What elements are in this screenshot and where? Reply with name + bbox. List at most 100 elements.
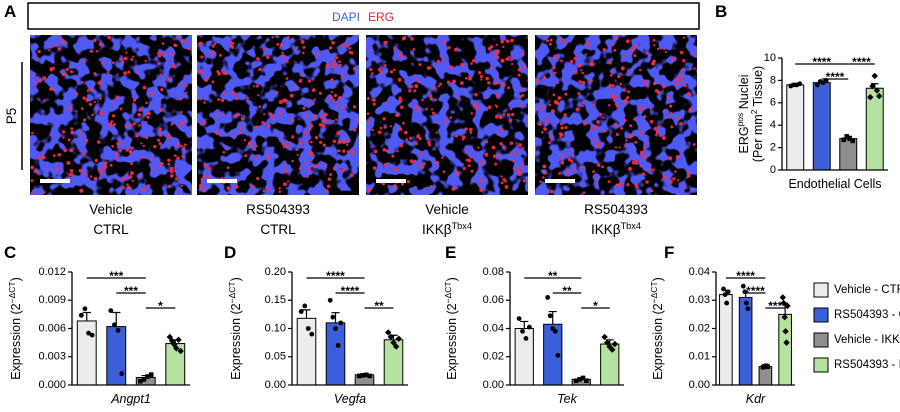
erg-nucleus [121, 177, 126, 182]
y-tick-label: 0.05 [265, 351, 286, 363]
erg-nucleus [401, 182, 404, 186]
erg-nucleus [97, 140, 101, 144]
erg-nucleus [323, 119, 328, 123]
erg-nucleus [615, 183, 619, 187]
erg-nucleus [208, 166, 212, 170]
erg-nucleus [611, 84, 615, 88]
erg-nucleus [670, 125, 674, 129]
erg-nucleus [34, 82, 38, 86]
erg-nucleus [563, 113, 567, 117]
erg-nucleus [244, 154, 248, 158]
erg-nucleus [86, 89, 90, 93]
erg-nucleus [70, 172, 74, 177]
erg-nucleus [643, 154, 647, 158]
erg-nucleus [233, 114, 238, 118]
data-point [740, 283, 746, 289]
erg-nucleus [389, 125, 393, 128]
erg-nucleus [286, 180, 290, 183]
erg-nucleus [313, 165, 317, 169]
erg-nucleus [184, 91, 188, 94]
erg-nucleus [408, 89, 412, 93]
data-point [869, 82, 876, 90]
erg-nucleus [553, 71, 557, 75]
y-tick-label: 0.00 [483, 379, 504, 391]
erg-nucleus [522, 162, 525, 165]
legend-label: Vehicle - CTRL [834, 284, 900, 296]
erg-nucleus [231, 91, 236, 96]
erg-nucleus [97, 81, 102, 85]
erg-nucleus [574, 168, 577, 171]
erg-nucleus [332, 139, 337, 144]
erg-nucleus [309, 159, 312, 162]
erg-nucleus [474, 92, 478, 97]
erg-nucleus [535, 78, 540, 82]
erg-nucleus [639, 150, 644, 155]
data-point [847, 136, 853, 141]
erg-nucleus [640, 130, 644, 135]
erg-nucleus [203, 101, 206, 104]
erg-nucleus [62, 148, 66, 152]
erg-nucleus [692, 52, 696, 55]
erg-nucleus [340, 73, 345, 77]
erg-nucleus [505, 39, 510, 43]
erg-nucleus [569, 59, 574, 64]
erg-nucleus [442, 170, 446, 173]
erg-nucleus [626, 183, 630, 187]
data-point [360, 373, 366, 378]
erg-nucleus [298, 167, 302, 171]
erg-nucleus [580, 69, 583, 72]
erg-nucleus [655, 130, 660, 135]
erg-nucleus [321, 123, 326, 128]
x-axis-label: Kdr [746, 392, 766, 406]
erg-nucleus [82, 96, 87, 100]
erg-nucleus [307, 131, 310, 134]
significance-label: **** [826, 70, 845, 84]
erg-nucleus [692, 142, 696, 147]
erg-nucleus [495, 43, 498, 47]
erg-nucleus [502, 177, 506, 182]
erg-nucleus [615, 104, 619, 108]
erg-nucleus [138, 108, 143, 112]
erg-nucleus [158, 141, 162, 146]
erg-nucleus [338, 96, 342, 100]
erg-nucleus [517, 143, 522, 148]
erg-nucleus [111, 144, 115, 148]
erg-nucleus [639, 164, 643, 168]
erg-nucleus [246, 96, 249, 100]
erg-nucleus [595, 177, 599, 181]
erg-nucleus [316, 52, 321, 56]
erg-nucleus [93, 176, 98, 181]
erg-nucleus [451, 187, 456, 191]
erg-nucleus [222, 150, 226, 154]
erg-nucleus [558, 172, 561, 175]
dapi-texture [30, 35, 192, 195]
erg-nucleus [487, 81, 491, 85]
erg-nucleus [141, 188, 146, 192]
panel-letter: B [715, 2, 727, 21]
erg-nucleus [158, 132, 163, 137]
erg-nucleus [109, 163, 113, 167]
erg-nucleus [658, 125, 661, 129]
erg-nucleus [326, 184, 331, 189]
erg-nucleus [50, 46, 53, 49]
erg-nucleus [144, 59, 147, 63]
erg-nucleus [173, 43, 177, 47]
text-part: CTRL [93, 222, 129, 237]
erg-nucleus [425, 107, 428, 111]
erg-nucleus [480, 78, 483, 81]
erg-nucleus [397, 77, 402, 82]
data-point [780, 299, 787, 307]
erg-nucleus [693, 67, 696, 70]
erg-nucleus [414, 84, 419, 88]
erg-nucleus [108, 123, 112, 128]
erg-nucleus [262, 189, 266, 193]
erg-nucleus [385, 149, 389, 153]
erg-nucleus [477, 70, 482, 75]
erg-nucleus [679, 50, 684, 55]
erg-nucleus [396, 149, 399, 153]
erg-nucleus [211, 44, 215, 48]
erg-nucleus [454, 47, 458, 52]
erg-nucleus [308, 79, 312, 83]
erg-nucleus [548, 141, 551, 145]
erg-nucleus [174, 154, 177, 158]
